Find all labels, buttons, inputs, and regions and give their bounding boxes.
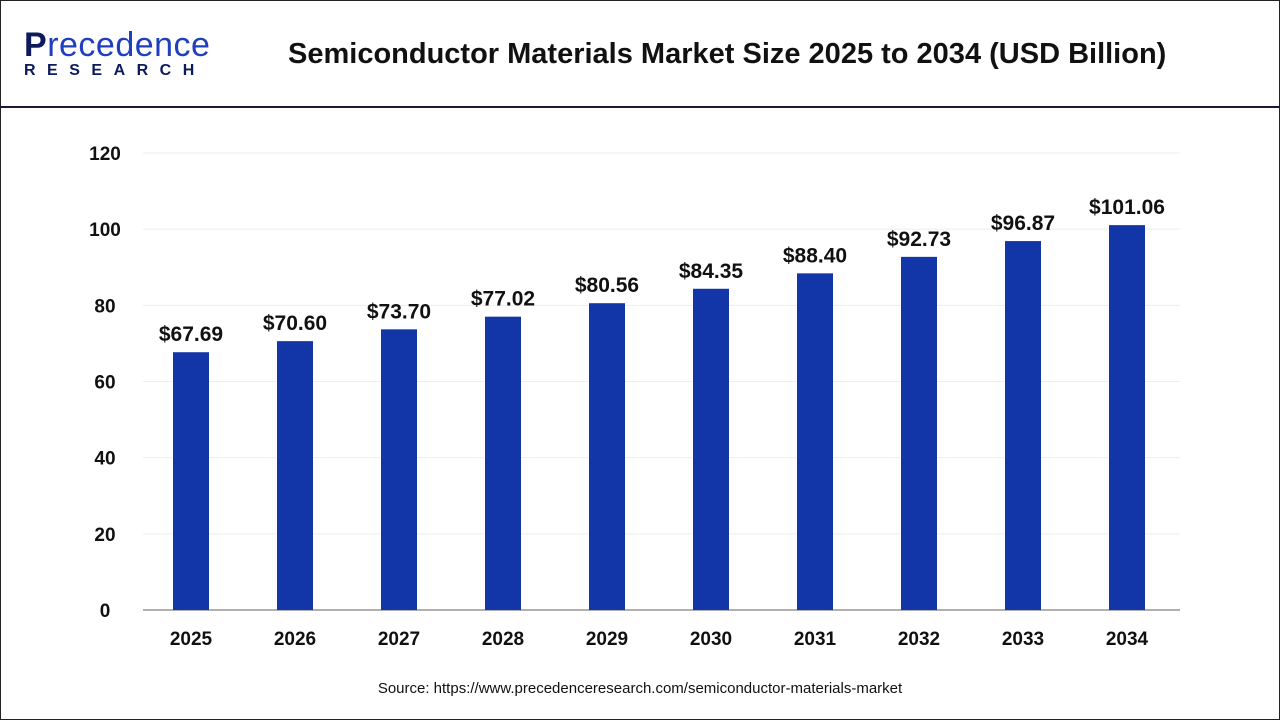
bar-2028	[485, 316, 521, 610]
data-label: $67.69	[159, 323, 223, 346]
data-label: $70.60	[263, 312, 327, 335]
data-label: $73.70	[367, 300, 431, 323]
logo-text: recedence	[47, 26, 211, 64]
x-tick-label: 2031	[794, 629, 837, 650]
bar-2025	[173, 352, 209, 610]
y-tick-label: 0	[100, 601, 111, 622]
data-label: $96.87	[991, 212, 1055, 235]
source-text: Source: https://www.precedenceresearch.c…	[377, 680, 903, 697]
x-tick-label: 2026	[274, 629, 316, 650]
header: Precedence RESEARCH Semiconductor Materi…	[0, 0, 1280, 108]
bar-2029	[589, 303, 625, 610]
logo-initial: P	[24, 26, 48, 64]
bar-2027	[381, 329, 417, 610]
bar-2031	[797, 273, 833, 610]
bar-2030	[693, 288, 729, 610]
y-tick-label: 20	[94, 525, 115, 546]
y-tick-label: 60	[94, 373, 115, 394]
x-tick-label: 2030	[690, 629, 732, 650]
bar-2034	[1109, 225, 1145, 611]
precedence-research-logo: Precedence RESEARCH	[24, 28, 210, 80]
chart-title: Semiconductor Materials Market Size 2025…	[288, 38, 1167, 70]
y-tick-label: 100	[89, 220, 121, 241]
bar-2026	[277, 341, 313, 610]
data-label: $80.56	[575, 274, 639, 297]
y-tick-label: 120	[89, 144, 121, 165]
x-tick-label: 2027	[378, 629, 420, 650]
data-label: $77.02	[471, 288, 535, 311]
x-tick-label: 2033	[1002, 629, 1044, 650]
x-tick-label: 2025	[170, 629, 213, 650]
logo-subtext: RESEARCH	[24, 62, 206, 79]
y-tick-label: 80	[94, 296, 115, 317]
x-tick-label: 2032	[898, 629, 940, 650]
data-label: $88.40	[783, 244, 847, 267]
y-tick-label: 40	[94, 449, 115, 470]
x-tick-label: 2028	[482, 629, 524, 650]
data-label: $101.06	[1089, 196, 1165, 219]
bar-2033	[1005, 241, 1041, 611]
x-tick-label: 2029	[586, 629, 628, 650]
x-tick-label: 2034	[1106, 629, 1149, 650]
bar-2032	[901, 256, 937, 610]
data-label: $92.73	[887, 228, 951, 251]
data-label: $84.35	[679, 260, 744, 283]
